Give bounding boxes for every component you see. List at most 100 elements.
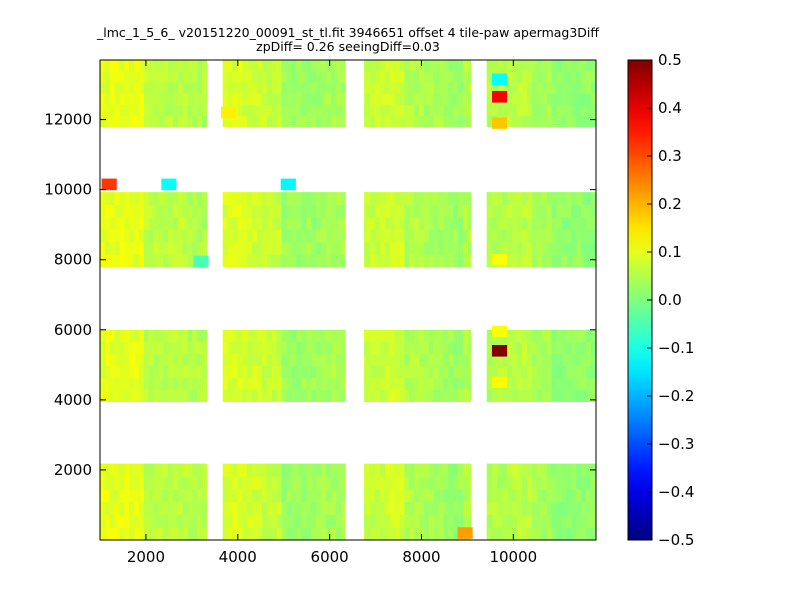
heatmap-cell	[467, 365, 474, 379]
heatmap-cell	[438, 60, 444, 72]
heatmap-cell	[571, 514, 577, 528]
heatmap-cell	[276, 82, 283, 94]
heatmap-cell	[163, 463, 169, 477]
heatmap-cell	[311, 60, 317, 72]
heatmap-cell	[261, 115, 268, 127]
heatmap-cell	[104, 389, 111, 403]
heatmap-cell	[172, 463, 179, 477]
highlight-cell	[491, 325, 508, 338]
heatmap-cell	[182, 353, 188, 367]
heatmap-cell	[561, 527, 567, 541]
heatmap-cell	[389, 71, 396, 83]
heatmap-cell	[227, 60, 233, 72]
heatmap-cell	[153, 476, 159, 490]
heatmap-cell	[247, 60, 253, 72]
heatmap-cell	[414, 514, 420, 528]
heatmap-cell	[247, 104, 253, 116]
heatmap-cell	[306, 192, 312, 205]
heatmap-cell	[237, 514, 243, 528]
heatmap-cell	[467, 476, 474, 490]
heatmap-cell	[100, 341, 106, 355]
heatmap-cell	[586, 60, 592, 72]
heatmap-cell	[168, 501, 174, 515]
heatmap-cell	[492, 389, 498, 403]
heatmap-cell	[321, 93, 327, 105]
heatmap-cell	[340, 216, 347, 230]
heatmap-cell	[536, 216, 543, 230]
heatmap-cell	[222, 216, 228, 230]
heatmap-cell	[335, 341, 342, 355]
heatmap-cell	[301, 501, 307, 515]
heatmap-cell	[453, 192, 459, 205]
plot-frame	[99, 59, 597, 541]
heatmap-cell	[586, 514, 592, 528]
heatmap-cell	[546, 389, 553, 403]
heatmap-cell	[153, 377, 159, 391]
heatmap-cell	[409, 93, 415, 105]
heatmap-cell	[119, 329, 125, 343]
heatmap-cell	[296, 60, 302, 72]
heatmap-cell	[138, 377, 145, 391]
heatmap-cell	[576, 229, 582, 243]
heatmap-cell	[414, 254, 420, 268]
heatmap-cell	[237, 216, 243, 230]
heatmap-cell	[182, 115, 188, 127]
heatmap-cell	[124, 353, 130, 367]
heatmap-cell	[222, 60, 228, 72]
heatmap-cell	[276, 377, 283, 391]
heatmap-cell	[458, 514, 464, 528]
heatmap-cell	[158, 365, 164, 379]
heatmap-cell	[566, 82, 572, 94]
heatmap-cell	[316, 115, 322, 127]
heatmap-cell	[104, 115, 111, 127]
heatmap-cell	[261, 93, 268, 105]
colorbar-tick-label: 0.1	[658, 243, 682, 261]
heatmap-cell	[384, 104, 391, 116]
heatmap-cell	[566, 527, 572, 541]
heatmap-cell	[487, 241, 493, 255]
heatmap-cell	[512, 60, 518, 72]
heatmap-cell	[379, 104, 386, 116]
heatmap-cell	[423, 93, 430, 105]
heatmap-cell	[586, 254, 592, 268]
heatmap-cell	[404, 192, 410, 205]
heatmap-cell	[168, 341, 174, 355]
heatmap-cell	[158, 489, 164, 503]
heatmap-cell	[458, 501, 464, 515]
heatmap-cell	[389, 341, 396, 355]
heatmap-cell	[286, 476, 292, 490]
heatmap-cell	[541, 71, 548, 83]
heatmap-cell	[222, 192, 228, 205]
heatmap-cell	[414, 204, 420, 218]
heatmap-cell	[389, 254, 396, 268]
heatmap-cell	[556, 241, 562, 255]
heatmap-cell	[271, 389, 278, 403]
heatmap-cell	[438, 254, 444, 268]
heatmap-cell	[419, 489, 425, 503]
heatmap-cell	[261, 192, 268, 205]
heatmap-cell	[409, 514, 415, 528]
heatmap-cell	[571, 476, 577, 490]
heatmap-cell	[197, 115, 203, 127]
heatmap-cell	[526, 476, 533, 490]
heatmap-cell	[463, 93, 469, 105]
heatmap-cell	[134, 353, 140, 367]
heatmap-cell	[143, 377, 150, 391]
heatmap-cell	[566, 365, 572, 379]
heatmap-cell	[551, 489, 557, 503]
heatmap-cell	[409, 329, 415, 343]
heatmap-cell	[467, 71, 474, 83]
heatmap-cell	[512, 204, 518, 218]
heatmap-cell	[419, 71, 425, 83]
heatmap-cell	[257, 82, 263, 94]
colorbar-tick-label: 0.0	[658, 291, 682, 309]
heatmap-cell	[394, 104, 400, 116]
heatmap-cell	[576, 115, 582, 127]
heatmap-cell	[192, 104, 198, 116]
heatmap-cell	[370, 501, 376, 515]
heatmap-cell	[257, 489, 263, 503]
heatmap-cell	[507, 241, 513, 255]
x-tick-label: 10000	[489, 548, 537, 566]
heatmap-cell	[526, 204, 533, 218]
heatmap-cell	[467, 254, 474, 268]
